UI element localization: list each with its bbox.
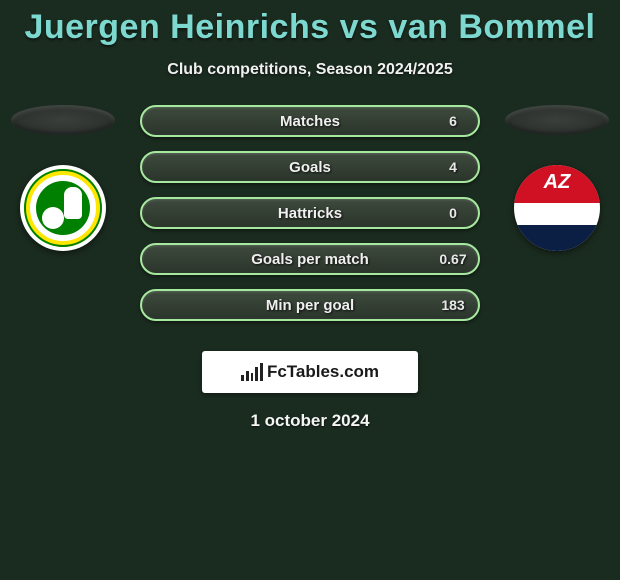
stat-row-gpm: Goals per match 0.67 <box>140 243 480 275</box>
stat-label: Min per goal <box>266 297 354 314</box>
stat-label: Matches <box>280 113 340 130</box>
stat-row-matches: Matches 6 <box>140 105 480 137</box>
player-left-oval <box>11 105 115 135</box>
club-badge-left <box>20 165 106 251</box>
stat-right-value: 6 <box>436 113 470 129</box>
stat-label: Goals <box>289 159 331 176</box>
stat-right-value: 4 <box>436 159 470 175</box>
stat-rows: Matches 6 Goals 4 Hattricks 0 Goals per … <box>140 105 480 321</box>
page-title: Juergen Heinrichs vs van Bommel <box>0 0 620 47</box>
subtitle: Club competitions, Season 2024/2025 <box>0 61 620 79</box>
bar-chart-icon <box>241 363 263 381</box>
brand-box[interactable]: FcTables.com <box>202 351 418 393</box>
stat-row-hattricks: Hattricks 0 <box>140 197 480 229</box>
stat-label: Goals per match <box>251 251 369 268</box>
stat-right-value: 0.67 <box>436 251 470 267</box>
player-left-slot <box>8 105 118 251</box>
stat-label: Hattricks <box>278 205 342 222</box>
club-badge-right: AZ <box>514 165 600 251</box>
brand-text: FcTables.com <box>267 362 379 382</box>
stat-right-value: 183 <box>436 297 470 313</box>
stat-right-value: 0 <box>436 205 470 221</box>
player-right-oval <box>505 105 609 135</box>
stat-row-goals: Goals 4 <box>140 151 480 183</box>
stat-row-mpg: Min per goal 183 <box>140 289 480 321</box>
comparison-panel: AZ Matches 6 Goals 4 Hattricks 0 Goals p… <box>0 105 620 335</box>
az-badge-text: AZ <box>514 171 600 194</box>
date-line: 1 october 2024 <box>0 411 620 431</box>
player-right-slot: AZ <box>502 105 612 251</box>
